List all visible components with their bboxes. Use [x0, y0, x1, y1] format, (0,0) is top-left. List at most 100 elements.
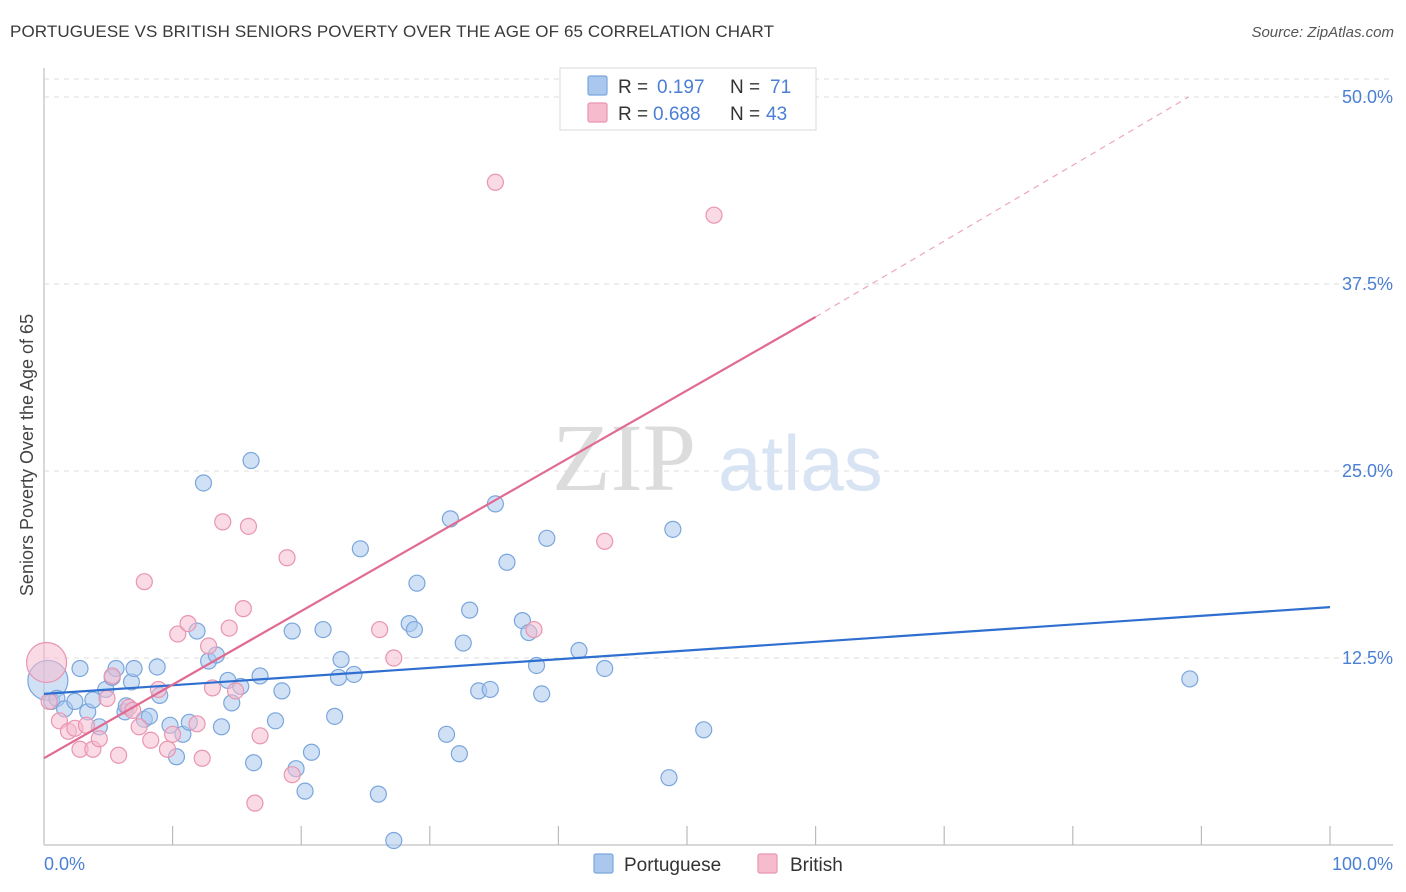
trend-line-british: [43, 315, 817, 760]
data-point-portuguese: [570, 641, 588, 660]
data-point-british: [220, 619, 238, 637]
data-point-portuguese: [664, 520, 682, 538]
data-point-portuguese: [385, 831, 403, 850]
data-point-portuguese: [596, 659, 614, 678]
data-point-british: [251, 727, 269, 745]
data-point-british: [40, 692, 58, 710]
data-points: [25, 173, 1199, 850]
data-point-portuguese: [140, 707, 159, 725]
trend-line-portuguese: [43, 606, 1331, 696]
data-point-british: [283, 766, 301, 784]
data-point-portuguese: [405, 620, 423, 639]
data-point-british: [278, 549, 296, 567]
legend-r-label: R =: [618, 104, 648, 125]
data-point-british: [193, 749, 211, 767]
data-point-portuguese: [302, 743, 321, 761]
data-point-portuguese: [1181, 670, 1199, 688]
bottom-legend-british: British: [790, 855, 843, 876]
data-point-british: [103, 667, 121, 685]
data-point-british: [109, 746, 128, 764]
bottom-legend-swatch-portuguese: [593, 853, 614, 874]
data-point-british: [135, 573, 153, 591]
data-point-portuguese: [212, 718, 231, 736]
data-point-portuguese: [351, 540, 369, 558]
data-point-british: [169, 625, 187, 643]
data-point-british: [90, 730, 108, 748]
data-point-portuguese: [481, 680, 499, 699]
data-point-portuguese: [71, 659, 89, 678]
data-point-british: [234, 600, 252, 618]
legend-swatch-british: [587, 102, 608, 123]
data-point-portuguese: [498, 553, 516, 571]
data-point-british: [246, 794, 264, 812]
data-point-british: [214, 513, 232, 531]
data-point-portuguese: [125, 659, 143, 678]
data-point-portuguese: [660, 769, 678, 787]
data-point-british: [188, 715, 206, 733]
trend-lines: [43, 96, 1331, 760]
data-point-british: [486, 173, 504, 191]
legend-n-label: N =: [730, 77, 760, 98]
data-point-portuguese: [245, 754, 263, 772]
data-point-portuguese: [84, 691, 102, 709]
grid-lines: [44, 78, 1393, 659]
data-point-portuguese: [437, 725, 456, 743]
data-point-portuguese: [251, 667, 269, 685]
top-legend: R = 0.197 N = 71 R = 0.688 N = 43: [559, 67, 817, 131]
data-point-portuguese: [538, 529, 556, 547]
data-point-portuguese: [66, 692, 84, 710]
legend-r-value-british: 0.688: [653, 104, 701, 125]
data-point-portuguese: [408, 574, 426, 592]
data-point-portuguese: [533, 685, 551, 703]
data-point-portuguese: [332, 650, 350, 669]
data-point-british: [227, 682, 245, 700]
data-point-portuguese: [454, 634, 472, 652]
data-point-portuguese: [266, 712, 285, 730]
data-point-portuguese: [194, 474, 213, 492]
watermark-atlas: atlas: [718, 419, 883, 507]
data-point-british: [25, 641, 68, 684]
legend-n-label: N =: [730, 104, 760, 125]
x-tick-label: 100.0%: [1332, 854, 1393, 874]
data-point-british: [164, 725, 182, 743]
y-tick-label: 37.5%: [1342, 274, 1393, 294]
data-point-portuguese: [369, 785, 387, 803]
x-tick-label: 0.0%: [44, 854, 85, 874]
bottom-legend: Portuguese British: [593, 853, 843, 876]
y-axis-title: Seniors Poverty Over the Age of 65: [17, 314, 37, 596]
data-point-british: [200, 637, 218, 655]
data-point-british: [158, 740, 177, 758]
data-point-british: [596, 532, 614, 550]
data-point-portuguese: [326, 707, 344, 725]
y-tick-label: 12.5%: [1342, 648, 1393, 668]
legend-swatch-portuguese: [587, 75, 608, 96]
legend-n-value-british: 43: [766, 104, 787, 125]
data-point-portuguese: [450, 745, 468, 763]
data-point-british: [525, 620, 543, 639]
data-point-british: [130, 718, 148, 736]
bottom-legend-portuguese: Portuguese: [624, 855, 721, 876]
chart-source: Source: ZipAtlas.com: [1251, 24, 1394, 41]
data-point-portuguese: [148, 658, 166, 676]
data-point-british: [371, 620, 389, 639]
y-tick-label: 50.0%: [1342, 87, 1393, 107]
data-point-portuguese: [441, 510, 459, 528]
data-point-british: [385, 649, 403, 667]
trend-line-extension-british: [815, 96, 1189, 318]
data-point-portuguese: [273, 682, 291, 700]
data-point-british: [203, 679, 222, 697]
tick-labels: 12.5% 25.0% 37.5% 50.0% 0.0% 100.0%: [44, 87, 1393, 874]
axes: [43, 68, 1393, 846]
data-point-portuguese: [695, 721, 713, 739]
data-point-british: [239, 517, 258, 535]
data-point-british: [98, 689, 116, 707]
data-point-portuguese: [296, 782, 314, 800]
data-point-portuguese: [283, 622, 301, 640]
data-point-portuguese: [242, 451, 260, 470]
legend-r-value-portuguese: 0.197: [657, 77, 705, 98]
data-point-portuguese: [314, 620, 332, 639]
watermark: ZIP atlas: [552, 404, 883, 511]
data-point-british: [179, 614, 197, 633]
bottom-legend-swatch-british: [757, 853, 778, 874]
